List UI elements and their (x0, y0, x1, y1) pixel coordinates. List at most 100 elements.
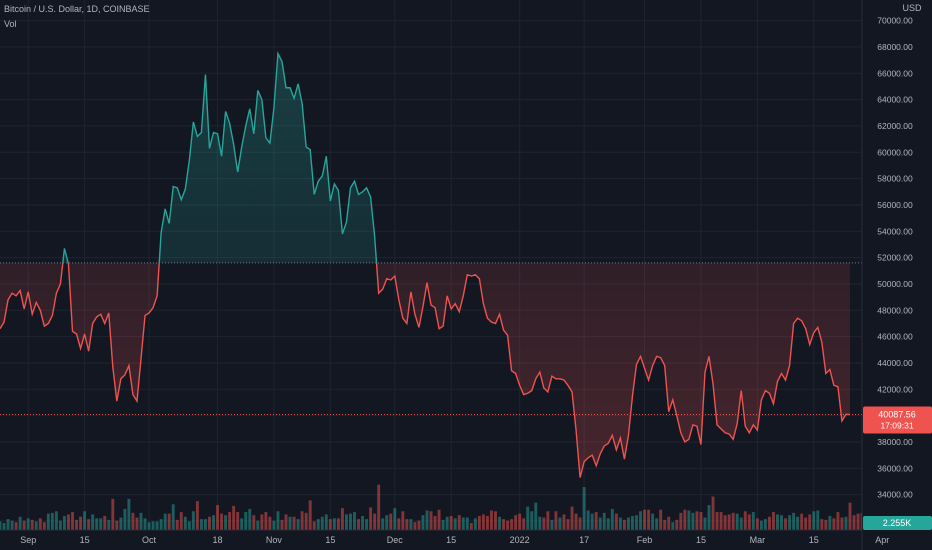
volume-bar (312, 521, 316, 530)
volume-bar (324, 514, 328, 530)
volume-bar (538, 516, 542, 530)
volume-bar (820, 519, 824, 530)
price-tick-label: 54000.00 (877, 226, 913, 236)
volume-bar (288, 516, 292, 530)
time-tick-label: Oct (142, 535, 157, 545)
volume-bar (381, 518, 385, 530)
volume-bar (236, 512, 240, 530)
time-tick-label: Sep (20, 535, 36, 545)
time-tick-label: 15 (325, 535, 335, 545)
volume-bar (220, 513, 224, 530)
volume-bar (836, 512, 840, 530)
volume-bar (171, 504, 175, 530)
volume-bar (163, 513, 167, 530)
volume-bar (707, 505, 711, 530)
volume-bar (421, 515, 425, 530)
currency-label: USD (902, 3, 922, 13)
volume-bar (594, 512, 598, 530)
price-tick-label: 60000.00 (877, 147, 913, 157)
volume-bar (280, 519, 284, 530)
volume-bar (622, 519, 626, 530)
volume-bar (248, 508, 252, 530)
area-fill-below-baseline (0, 262, 850, 478)
volume-bar (296, 519, 300, 530)
volume-bar (441, 519, 445, 530)
last-price-tag (863, 406, 932, 434)
volume-bar (63, 515, 66, 530)
volume-bar (349, 513, 352, 530)
volume-bar (606, 518, 610, 530)
volume-bar (147, 522, 151, 530)
price-tick-label: 50000.00 (877, 279, 913, 289)
price-tick-label: 44000.00 (877, 358, 913, 368)
volume-bar (711, 496, 715, 530)
volume-bar (240, 518, 244, 530)
time-axis[interactable]: Sep15Oct18Nov15Dec15202217Feb15Mar15Apr1… (0, 529, 932, 545)
volume-bar (139, 512, 143, 530)
volume-bar (272, 520, 276, 530)
volume-bar (639, 511, 642, 530)
volume-bar (465, 517, 469, 530)
price-tick-label: 34000.00 (877, 490, 913, 500)
volume-bars (0, 484, 892, 530)
volume-bar (212, 515, 215, 530)
volume-bar (107, 519, 111, 530)
price-tick-label: 64000.00 (877, 95, 913, 105)
volume-bar (437, 509, 441, 530)
price-axis[interactable]: USD 70000.00 68000.00 66000.00 64000.00 62000… (861, 0, 932, 550)
volume-bar (759, 520, 763, 530)
volume-bar (119, 517, 123, 530)
volume-bar (812, 511, 816, 530)
volume-bar (852, 515, 856, 530)
volume-bar (10, 520, 14, 530)
price-tick-label: 42000.00 (877, 384, 913, 394)
volume-bar (361, 515, 365, 530)
volume-bar (264, 512, 268, 530)
price-tick-label: 58000.00 (877, 174, 913, 184)
volume-bar (550, 519, 554, 530)
volume-bar (445, 516, 449, 530)
time-tick-label: Feb (637, 535, 653, 545)
volume-bar (530, 511, 534, 530)
volume-bar (75, 519, 78, 530)
volume-bar (353, 512, 356, 530)
volume-bar (731, 512, 735, 530)
volume-bar (796, 516, 800, 530)
volume-bar (792, 512, 796, 530)
volume-bar (602, 512, 606, 530)
volume-bar (727, 514, 731, 530)
volume-bar (14, 522, 18, 530)
volume-bar (635, 515, 638, 530)
volume-bar (2, 522, 6, 530)
volume-bar (473, 518, 477, 530)
volume-bar (135, 517, 139, 530)
volume-bar (344, 514, 348, 530)
volume-bar (244, 512, 248, 530)
volume-bar (659, 509, 663, 530)
price-tick-label: 66000.00 (877, 68, 913, 78)
volume-bar (252, 515, 256, 530)
volume-bar (199, 519, 203, 530)
volume-bar (626, 517, 630, 530)
volume-bar (54, 511, 58, 530)
volume-bar (647, 509, 651, 530)
volume-bar (425, 510, 429, 530)
volume-bar (618, 517, 622, 530)
volume-bar (498, 516, 501, 530)
volume-bar (449, 515, 453, 530)
volume-bar (143, 518, 147, 530)
volume-bar (22, 520, 26, 530)
volume-bar (369, 507, 373, 530)
volume-bar (365, 519, 369, 530)
volume-bar (578, 517, 582, 530)
time-tick-label: Mar (750, 535, 766, 545)
volume-indicator-label: Vol (4, 19, 17, 29)
volume-bar (95, 518, 99, 530)
volume-bar (699, 512, 703, 530)
volume-bar (413, 522, 417, 530)
price-tick-label: 70000.00 (877, 16, 913, 26)
volume-bar (34, 521, 38, 530)
volume-bar (58, 520, 62, 530)
